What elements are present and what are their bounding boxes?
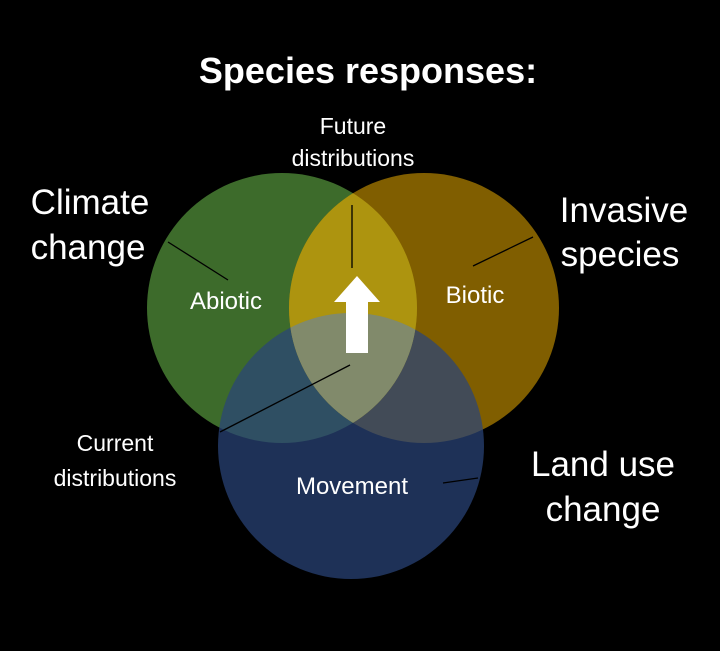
climate-label-line1: Climate (31, 183, 150, 222)
landuse-label-line2: change (546, 490, 661, 529)
movement-label: Movement (296, 473, 408, 500)
biotic-label: Biotic (446, 282, 505, 309)
invasive-leader (472, 236, 534, 267)
current-leader (219, 364, 351, 433)
invasive-label-line2: species (561, 235, 680, 274)
invasive-label-line1: Invasive (560, 191, 688, 230)
current-label-line1: Current (77, 430, 154, 456)
movement-circle (218, 313, 484, 579)
future-label-line2: distributions (292, 145, 415, 171)
climate-label-line2: change (31, 228, 146, 267)
abiotic-label: Abiotic (190, 288, 262, 315)
landuse-leader (442, 477, 479, 484)
up-arrow-icon (334, 276, 380, 353)
future-label-line1: Future (320, 113, 386, 139)
diagram-title: Species responses: (199, 50, 537, 91)
climate-leader (167, 241, 229, 281)
landuse-label-line1: Land use (531, 445, 675, 484)
current-label-line2: distributions (54, 465, 177, 491)
